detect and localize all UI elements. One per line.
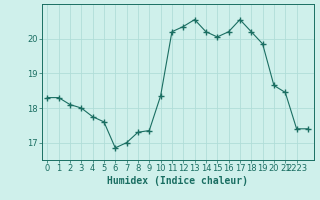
X-axis label: Humidex (Indice chaleur): Humidex (Indice chaleur) xyxy=(107,176,248,186)
